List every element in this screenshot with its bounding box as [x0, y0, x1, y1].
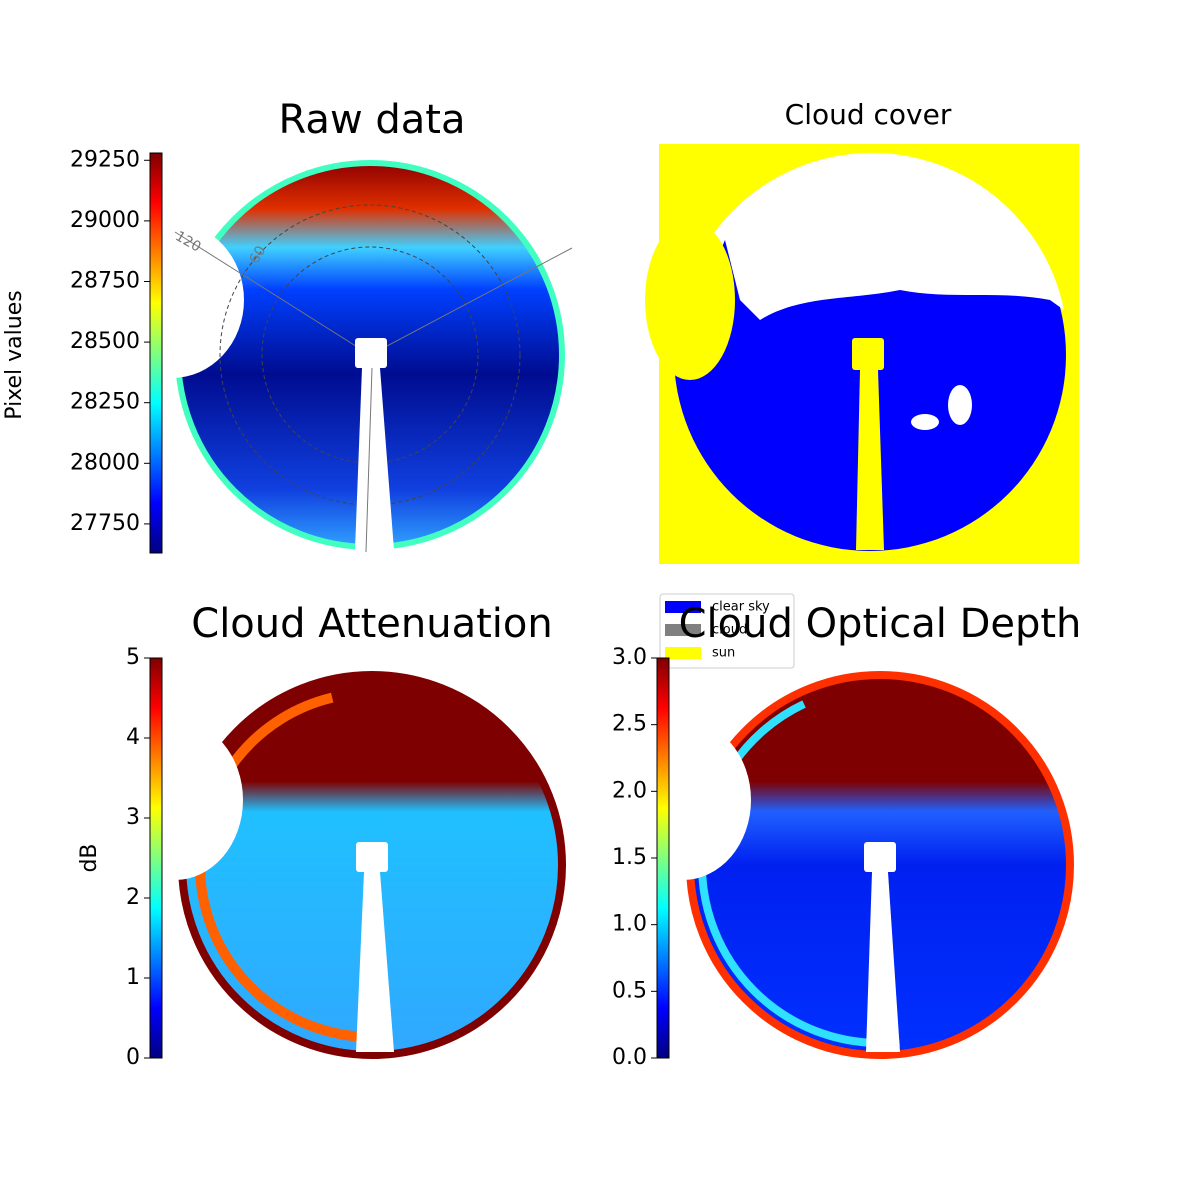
colorbar: [656, 657, 670, 1059]
mask-notch: [645, 220, 735, 380]
colorbar-tick-label: 2.0: [612, 778, 647, 803]
colorbar-tick-label: 5: [126, 645, 140, 670]
attenuation-image: [107, 671, 566, 1059]
cloud-area: [675, 152, 1064, 355]
colorbar-tick-label: 0: [126, 1045, 140, 1070]
polar-spoke: [369, 247, 573, 356]
colorbar-tick-label: 29250: [70, 147, 140, 172]
mask-slit: [856, 370, 884, 550]
colorbar-label: Pixel values: [2, 290, 27, 419]
legend-label: cloud: [712, 623, 747, 638]
colorbar-tick-label: 27750: [70, 511, 140, 536]
colorbar-tick-label: 28750: [70, 268, 140, 293]
cloud-patch: [911, 414, 939, 430]
colorbar-tick-label: 2: [126, 885, 140, 910]
polar-ring: [219, 204, 521, 506]
colorbar-tick-label: 28500: [70, 329, 140, 354]
mask-slit: [355, 368, 394, 550]
mask-box: [852, 338, 884, 370]
colorbar-tick-label: 2.5: [612, 712, 647, 737]
colorbar-tick-label: 3: [126, 805, 140, 830]
colorbar-tick-label: 28250: [70, 390, 140, 415]
mask-box: [356, 842, 388, 872]
legend-label: clear sky: [712, 600, 770, 615]
raw-image: [100, 160, 573, 553]
colorbar-tick-label: 1.0: [612, 912, 647, 937]
colorbar-tick-label: 0.0: [612, 1045, 647, 1070]
legend-swatch: [665, 624, 701, 636]
panel-title: Cloud cover: [785, 98, 952, 131]
polar-label: 60: [247, 243, 270, 266]
cloud-patch: [948, 385, 972, 425]
polar-spoke: [365, 367, 373, 553]
legend-label: sun: [712, 646, 735, 661]
panel-title: Cloud Optical Depth: [679, 601, 1082, 647]
legend-swatch: [665, 601, 701, 613]
mask-box: [355, 338, 387, 368]
mask-box: [864, 842, 896, 872]
colorbar-tick-label: 4: [126, 725, 140, 750]
optical-depth-image: [615, 671, 1074, 1059]
colorbar-tick-label: 28000: [70, 450, 140, 475]
colorbar-tick-label: 3.0: [612, 645, 647, 670]
panel-title: Raw data: [279, 97, 466, 143]
colorbar-tick-label: 29000: [70, 208, 140, 233]
panel-title: Cloud Attenuation: [191, 601, 552, 647]
polar-spoke: [174, 231, 371, 356]
mask-notch: [615, 720, 751, 880]
cloud-image: [645, 144, 1079, 564]
mask-notch: [100, 222, 244, 378]
colorbar-label: dB: [77, 843, 102, 872]
legend-swatch: [665, 647, 701, 659]
colorbar: [149, 152, 163, 554]
colorbar-tick-label: 1.5: [612, 845, 647, 870]
colorbar-tick-label: 0.5: [612, 978, 647, 1003]
mask-slit: [356, 872, 394, 1052]
mask-notch: [107, 720, 243, 880]
colorbar: [149, 657, 163, 1059]
mask-slit: [866, 872, 900, 1052]
colorbar-tick-label: 1: [126, 965, 140, 990]
